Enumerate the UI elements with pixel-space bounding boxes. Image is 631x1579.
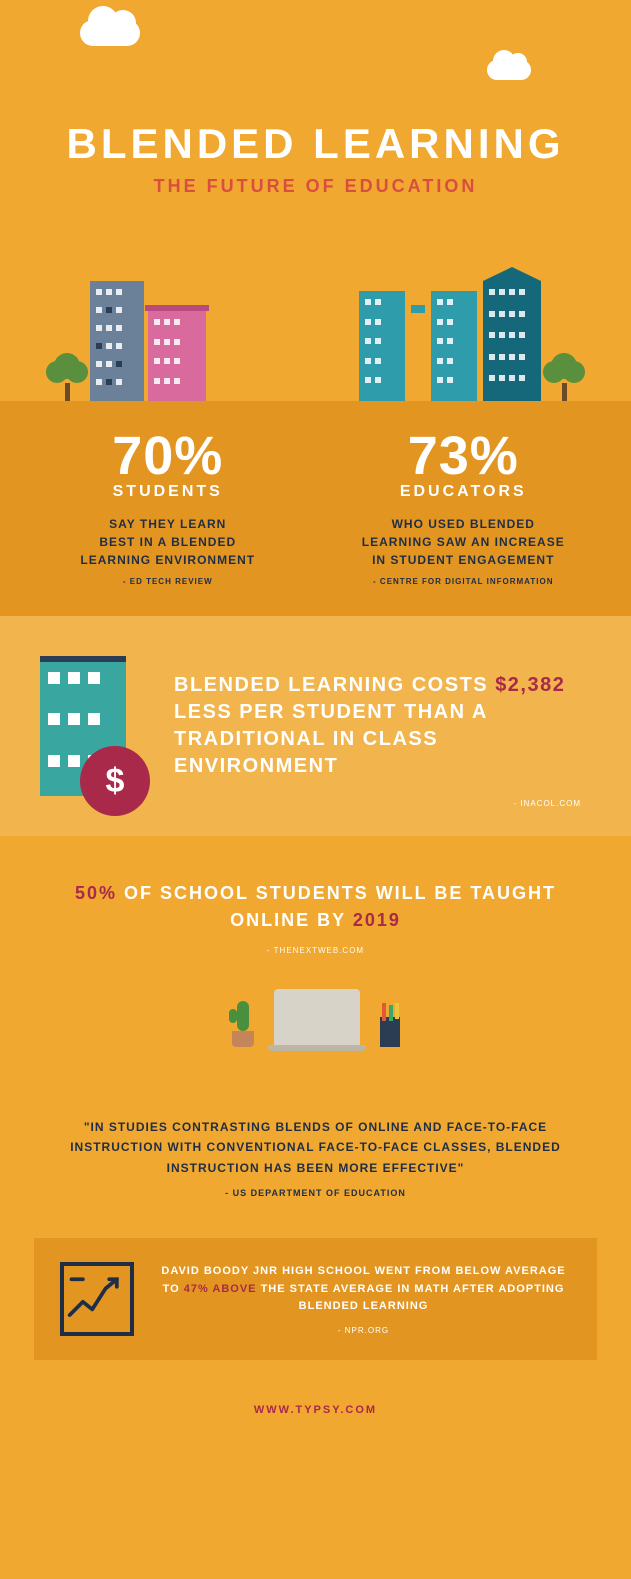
page-title: BLENDED LEARNING bbox=[40, 120, 591, 168]
pencil-cup-icon bbox=[380, 1017, 400, 1047]
online-forecast-section: 50% OF SCHOOL STUDENTS WILL BE TAUGHT ON… bbox=[0, 836, 631, 1077]
stat-percent: 70% bbox=[30, 425, 306, 487]
stat-label: STUDENTS bbox=[30, 483, 306, 501]
stat-educators: 73% EDUCATORS WHO USED BLENDED LEARNING … bbox=[326, 425, 602, 586]
stat-label: EDUCATORS bbox=[326, 483, 602, 501]
building-icon bbox=[431, 291, 477, 401]
forecast-source: - THENEXTWEB.COM bbox=[60, 946, 571, 955]
cost-band: $ BLENDED LEARNING COSTS $2,382 LESS PER… bbox=[0, 616, 631, 836]
stat-description: SAY THEY LEARN BEST IN A BLENDED LEARNIN… bbox=[30, 515, 306, 569]
cost-source: - INACOL.COM bbox=[513, 799, 581, 808]
laptop-icon bbox=[274, 989, 360, 1047]
cactus-icon bbox=[232, 1001, 254, 1047]
building-icon bbox=[90, 281, 144, 401]
stat-description: WHO USED BLENDED LEARNING SAW AN INCREAS… bbox=[326, 515, 602, 569]
dollar-coin-icon: $ bbox=[80, 746, 150, 816]
page-subtitle: THE FUTURE OF EDUCATION bbox=[40, 176, 591, 197]
building-icon bbox=[483, 267, 541, 401]
hero-section: BLENDED LEARNING THE FUTURE OF EDUCATION bbox=[0, 0, 631, 237]
case-study-text-wrap: DAVID BOODY JNR HIGH SCHOOL WENT FROM BE… bbox=[156, 1263, 571, 1335]
quote-text: "IN STUDIES CONTRASTING BLENDS OF ONLINE… bbox=[50, 1117, 581, 1178]
case-study-statement: DAVID BOODY JNR HIGH SCHOOL WENT FROM BE… bbox=[156, 1263, 571, 1316]
stat-students: 70% STUDENTS SAY THEY LEARN BEST IN A BL… bbox=[30, 425, 306, 586]
cost-statement: BLENDED LEARNING COSTS $2,382 LESS PER S… bbox=[174, 672, 591, 780]
stat-percent: 73% bbox=[326, 425, 602, 487]
city-group-left bbox=[50, 281, 209, 401]
stat-source: - CENTRE FOR DIGITAL INFORMATION bbox=[326, 577, 602, 586]
case-study-source: - NPR.ORG bbox=[156, 1326, 571, 1335]
cloud-icon bbox=[80, 20, 140, 46]
building-bridge-icon bbox=[411, 305, 425, 313]
case-study-band: DAVID BOODY JNR HIGH SCHOOL WENT FROM BE… bbox=[34, 1238, 597, 1360]
stats-band: 70% STUDENTS SAY THEY LEARN BEST IN A BL… bbox=[0, 401, 631, 616]
quote-section: "IN STUDIES CONTRASTING BLENDS OF ONLINE… bbox=[0, 1077, 631, 1228]
infographic-page: BLENDED LEARNING THE FUTURE OF EDUCATION bbox=[0, 0, 631, 1450]
stat-source: - ED TECH REVIEW bbox=[30, 577, 306, 586]
footer-url: WWW.TYPSY.COM bbox=[0, 1360, 631, 1450]
tree-icon bbox=[54, 353, 80, 401]
building-icon bbox=[148, 305, 209, 401]
desk-illustration bbox=[60, 989, 571, 1047]
building-icon bbox=[359, 291, 405, 401]
forecast-statement: 50% OF SCHOOL STUDENTS WILL BE TAUGHT ON… bbox=[60, 880, 571, 934]
city-group-right bbox=[359, 267, 581, 401]
building-with-coin-icon: $ bbox=[40, 656, 150, 796]
quote-source: - US DEPARTMENT OF EDUCATION bbox=[50, 1188, 581, 1198]
cloud-icon bbox=[487, 60, 531, 80]
city-illustration bbox=[0, 237, 631, 401]
growth-chart-icon bbox=[60, 1262, 134, 1336]
tree-icon bbox=[551, 353, 577, 401]
